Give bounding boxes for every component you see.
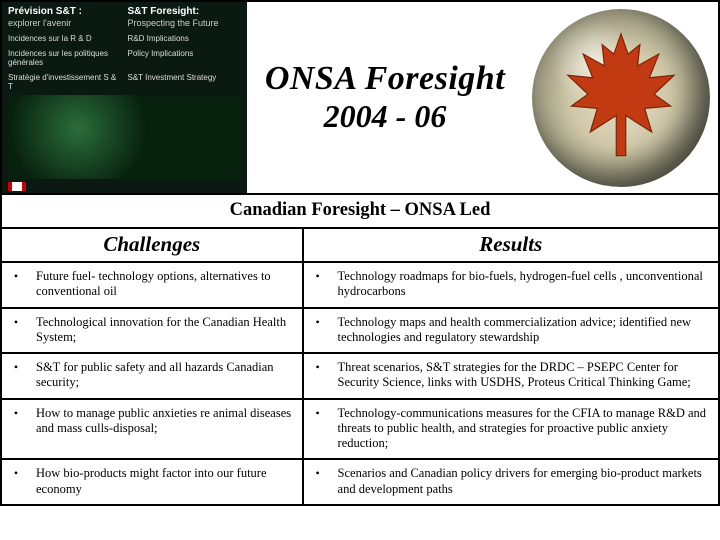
flag-row: [8, 182, 241, 191]
canada-flag-icon: [8, 182, 26, 191]
result-text: Threat scenarios, S&T strategies for the…: [338, 360, 710, 391]
bullet-icon: •: [312, 466, 324, 497]
bullet-icon: •: [312, 406, 324, 452]
page-title-line1: ONSA Foresight: [265, 60, 505, 98]
header-challenges: Challenges: [1, 228, 303, 262]
table-row: • S&T for public safety and all hazards C…: [1, 353, 719, 399]
bullet-icon: •: [10, 269, 22, 300]
left-r2b: Policy Implications: [128, 49, 242, 67]
foresight-table: Challenges Results • Future fuel- technol…: [0, 227, 720, 506]
bullet-icon: •: [10, 315, 22, 346]
table-row: • Future fuel- technology options, altern…: [1, 262, 719, 308]
banner-title-area: ONSA Foresight 2004 - 06: [247, 2, 523, 193]
result-text: Technology roadmaps for bio-fuels, hydro…: [338, 269, 710, 300]
page-title-line2: 2004 - 06: [324, 98, 447, 135]
bullet-icon: •: [312, 269, 324, 300]
left-r1a: Incidences sur la R & D: [8, 34, 122, 43]
table-row: • How to manage public anxieties re anima…: [1, 399, 719, 460]
table-row: • How bio-products might factor into our …: [1, 459, 719, 505]
challenge-text: How to manage public anxieties re animal…: [36, 406, 294, 437]
header-results: Results: [303, 228, 719, 262]
challenge-text: S&T for public safety and all hazards Ca…: [36, 360, 294, 391]
bullet-icon: •: [312, 315, 324, 346]
section-subtitle: Canadian Foresight – ONSA Led: [0, 195, 720, 227]
left-r2a: Incidences sur les politiques générales: [8, 49, 122, 67]
left-col1-title: Prévision S&T :: [8, 6, 122, 17]
bullet-icon: •: [10, 360, 22, 391]
table-row: • Technological innovation for the Canadi…: [1, 308, 719, 354]
left-col2-sub: Prospecting the Future: [128, 18, 242, 28]
left-col1-sub: explorer l'avenir: [8, 18, 122, 28]
bullet-icon: •: [10, 466, 22, 497]
challenge-text: Future fuel- technology options, alterna…: [36, 269, 294, 300]
bullet-icon: •: [312, 360, 324, 391]
slide: Prévision S&T : explorer l'avenir S&T Fo…: [0, 0, 720, 540]
left-r1b: R&D Implications: [128, 34, 242, 43]
banner: Prévision S&T : explorer l'avenir S&T Fo…: [0, 0, 720, 195]
left-r3b: S&T Investment Strategy: [128, 73, 242, 91]
globe-icon: [532, 9, 710, 187]
result-text: Scenarios and Canadian policy drivers fo…: [338, 466, 710, 497]
left-r3a: Stratégie d'investissement S & T: [8, 73, 122, 91]
maple-leaf-icon: [561, 30, 681, 160]
challenge-text: How bio-products might factor into our f…: [36, 466, 294, 497]
left-col2-title: S&T Foresight:: [128, 6, 242, 17]
banner-left-panel: Prévision S&T : explorer l'avenir S&T Fo…: [2, 2, 247, 193]
bullet-icon: •: [10, 406, 22, 437]
left-art-icon: [8, 95, 241, 179]
banner-right-graphic: [523, 2, 718, 193]
result-text: Technology-communications measures for t…: [338, 406, 710, 452]
challenge-text: Technological innovation for the Canadia…: [36, 315, 294, 346]
result-text: Technology maps and health commercializa…: [338, 315, 710, 346]
